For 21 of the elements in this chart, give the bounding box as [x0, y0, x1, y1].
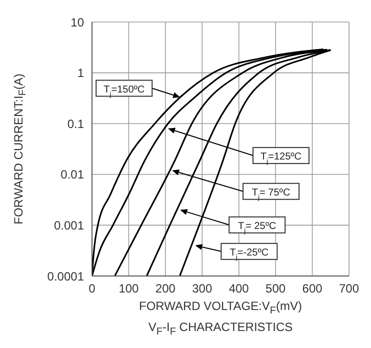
annotation: T$_{j}$= 75ºC: [252, 187, 290, 201]
annotation: T$_{j}$=150ºC: [104, 84, 145, 98]
x-tick-label: 0: [88, 282, 96, 296]
x-tick-label: 500: [266, 282, 286, 296]
x-tick-label: 300: [192, 282, 212, 296]
x-tick-label: 400: [228, 282, 250, 296]
y-tick-label: 0.0001: [47, 269, 84, 284]
x-tick-label: 100: [118, 282, 140, 296]
x-tick-label: 600: [302, 282, 323, 296]
annotation: T$_{j}$= 25ºC: [238, 220, 276, 234]
y-tick-label: 10: [70, 15, 84, 30]
annotation: T$_{j}$=-25ºC: [230, 247, 269, 261]
annotation: T$_{j}$=125ºC: [260, 152, 302, 166]
text: V$_{F}$-I$_{F}$ CHARACTERISTICS: [147, 320, 294, 338]
x-tick-label: 200: [155, 282, 176, 296]
y-tick-label: 0.1: [67, 116, 84, 131]
y-tick-label: 1: [77, 66, 84, 80]
x-axis-title: FORWARD VOLTAGE:V$_{F}$(mV): [138, 299, 303, 316]
y-tick-label: 0.001: [54, 218, 84, 232]
y-tick-label: 0.01: [60, 168, 84, 182]
x-tick-label: 700: [338, 282, 360, 296]
